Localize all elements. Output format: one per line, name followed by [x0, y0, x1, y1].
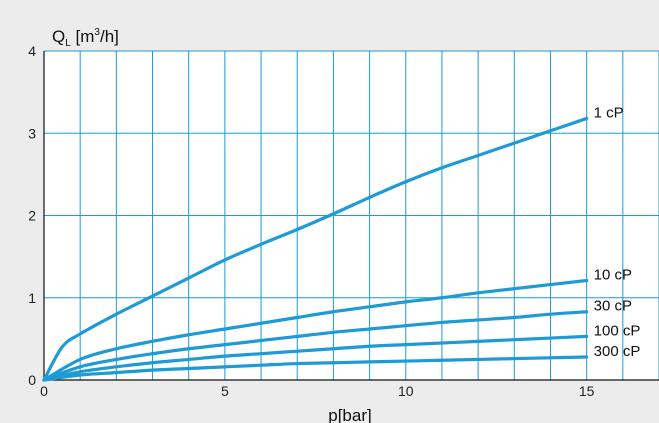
series-labels: 1 cP 10 cP 30 cP 100 cP 300 cP	[594, 104, 641, 360]
x-tick-label: 15	[579, 383, 595, 399]
series-line	[42, 116, 589, 382]
axes	[43, 51, 659, 381]
y-axis-title-sup: 3	[94, 27, 100, 38]
series-line	[42, 278, 589, 382]
grid	[44, 50, 659, 380]
series-label: 30 cP	[594, 298, 632, 315]
series-line	[42, 334, 589, 382]
series-label: 10 cP	[594, 266, 632, 283]
y-axis-title-q: Q	[52, 27, 65, 46]
x-axis-title: p[bar]	[328, 406, 371, 423]
y-tick-label: 3	[28, 125, 36, 141]
y-axis-title-unit-end: /h]	[100, 27, 119, 46]
y-axis-title-unit: [m	[71, 27, 95, 46]
y-tick-labels: 0 1 2 3 4	[28, 43, 36, 388]
series-label: 100 cP	[594, 322, 641, 339]
x-tick-labels: 0 5 10 15	[40, 383, 595, 399]
x-tick-label: 10	[398, 383, 414, 399]
x-tick-label: 0	[40, 383, 48, 399]
y-tick-label: 1	[28, 290, 36, 306]
series-label: 300 cP	[594, 343, 641, 360]
y-tick-label: 4	[28, 43, 36, 59]
y-axis-title-sub: L	[65, 38, 71, 49]
series-label: 1 cP	[594, 104, 624, 121]
y-axis-title: QL [m3/h]	[52, 27, 119, 49]
x-tick-label: 5	[221, 383, 229, 399]
series-line	[42, 310, 589, 382]
series-lines	[42, 116, 589, 382]
series-line	[42, 355, 589, 382]
y-tick-label: 0	[28, 372, 36, 388]
y-tick-label: 2	[28, 208, 36, 224]
